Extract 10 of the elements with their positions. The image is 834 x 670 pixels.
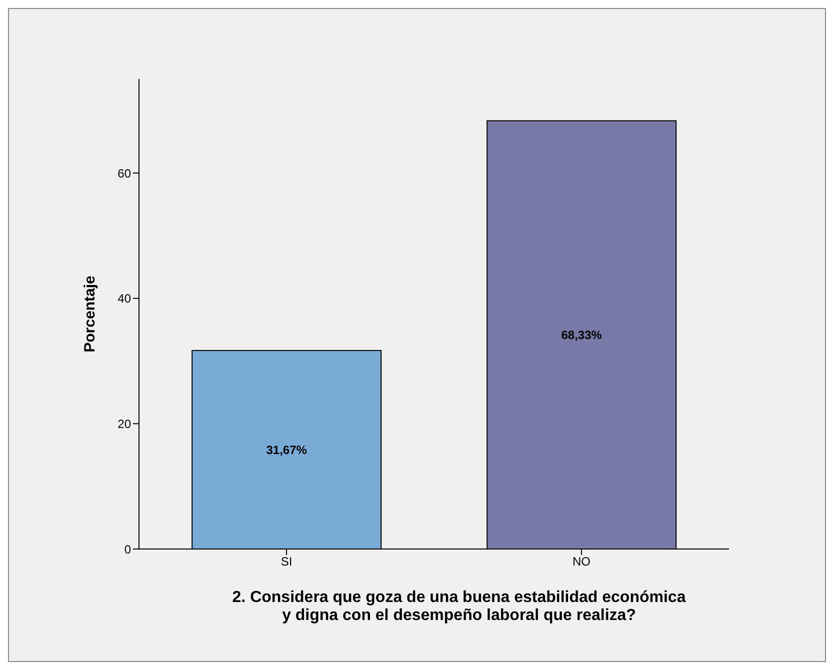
y-tick-label: 0 (124, 542, 132, 556)
y-axis-title: Porcentaje (81, 276, 98, 352)
y-tick-label: 60 (118, 166, 132, 180)
y-tick-label: 20 (118, 416, 132, 431)
x-tick-label: NO (572, 554, 590, 569)
data-label: 31,67% (266, 443, 308, 458)
data-label: 68,33% (561, 328, 602, 342)
x-axis-title: 2. Considera que goza de una buena estabilidad económica y digna con el desempeño laboral que realiza? (231, 589, 687, 625)
x-tick-label: SI (280, 554, 292, 569)
y-tick-label: 40 (118, 292, 132, 306)
